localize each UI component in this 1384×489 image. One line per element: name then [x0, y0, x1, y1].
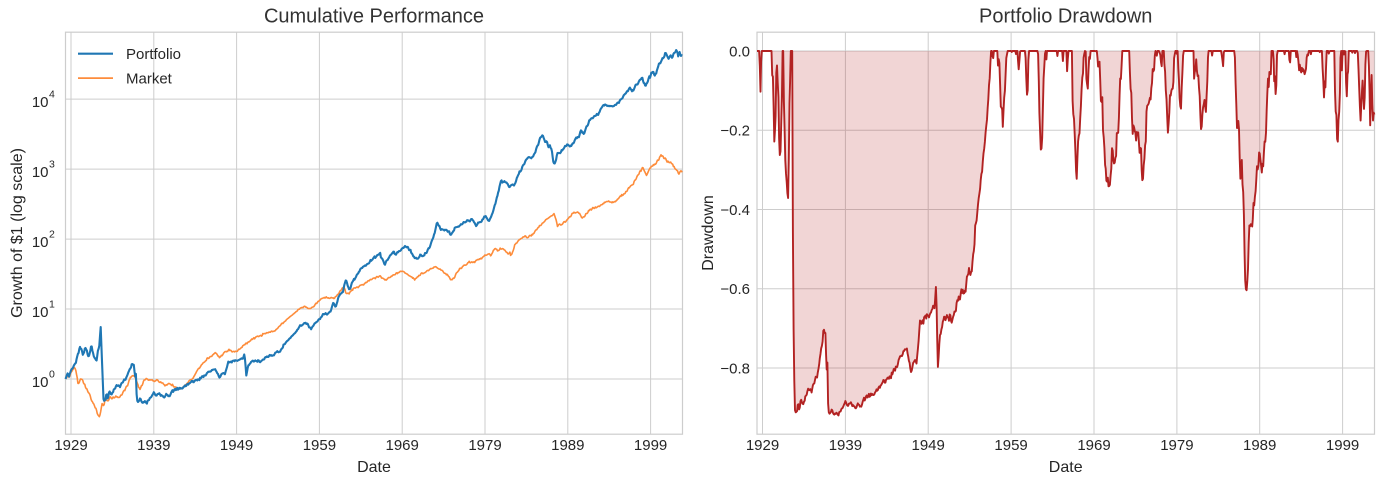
svg-text:1949: 1949 [912, 437, 945, 454]
svg-text:2: 2 [49, 229, 55, 241]
svg-text:1969: 1969 [1077, 437, 1110, 454]
svg-text:−0.4: −0.4 [720, 202, 750, 219]
svg-text:1999: 1999 [1326, 437, 1359, 454]
svg-text:Growth of $1 (log scale): Growth of $1 (log scale) [9, 148, 26, 318]
svg-text:1939: 1939 [829, 437, 862, 454]
svg-text:1: 1 [49, 298, 55, 310]
svg-text:10: 10 [32, 304, 49, 321]
svg-text:Date: Date [357, 459, 391, 476]
svg-text:1979: 1979 [1160, 437, 1193, 454]
svg-text:1979: 1979 [468, 437, 501, 454]
svg-text:0: 0 [49, 368, 55, 380]
svg-text:10: 10 [32, 164, 49, 181]
svg-text:4: 4 [49, 89, 55, 101]
svg-text:3: 3 [49, 159, 55, 171]
svg-text:1959: 1959 [303, 437, 336, 454]
svg-text:1989: 1989 [1243, 437, 1276, 454]
svg-text:1929: 1929 [746, 437, 779, 454]
svg-text:Drawdown: Drawdown [700, 195, 717, 271]
svg-text:−0.6: −0.6 [720, 281, 750, 298]
svg-text:1939: 1939 [137, 437, 170, 454]
svg-text:1989: 1989 [551, 437, 584, 454]
svg-text:10: 10 [32, 94, 49, 111]
svg-text:1949: 1949 [220, 437, 253, 454]
svg-text:10: 10 [32, 234, 49, 251]
svg-text:Portfolio: Portfolio [126, 46, 181, 63]
svg-text:−0.2: −0.2 [720, 123, 750, 140]
svg-text:1969: 1969 [386, 437, 419, 454]
svg-text:Cumulative Performance: Cumulative Performance [264, 6, 484, 28]
svg-text:10: 10 [32, 374, 49, 391]
svg-text:1999: 1999 [634, 437, 667, 454]
svg-text:Date: Date [1049, 459, 1083, 476]
svg-text:Market: Market [126, 70, 173, 87]
svg-text:1959: 1959 [994, 437, 1027, 454]
svg-text:−0.8: −0.8 [720, 360, 750, 377]
svg-text:0.0: 0.0 [729, 43, 750, 60]
svg-text:1929: 1929 [54, 437, 87, 454]
svg-text:Portfolio Drawdown: Portfolio Drawdown [979, 6, 1152, 28]
